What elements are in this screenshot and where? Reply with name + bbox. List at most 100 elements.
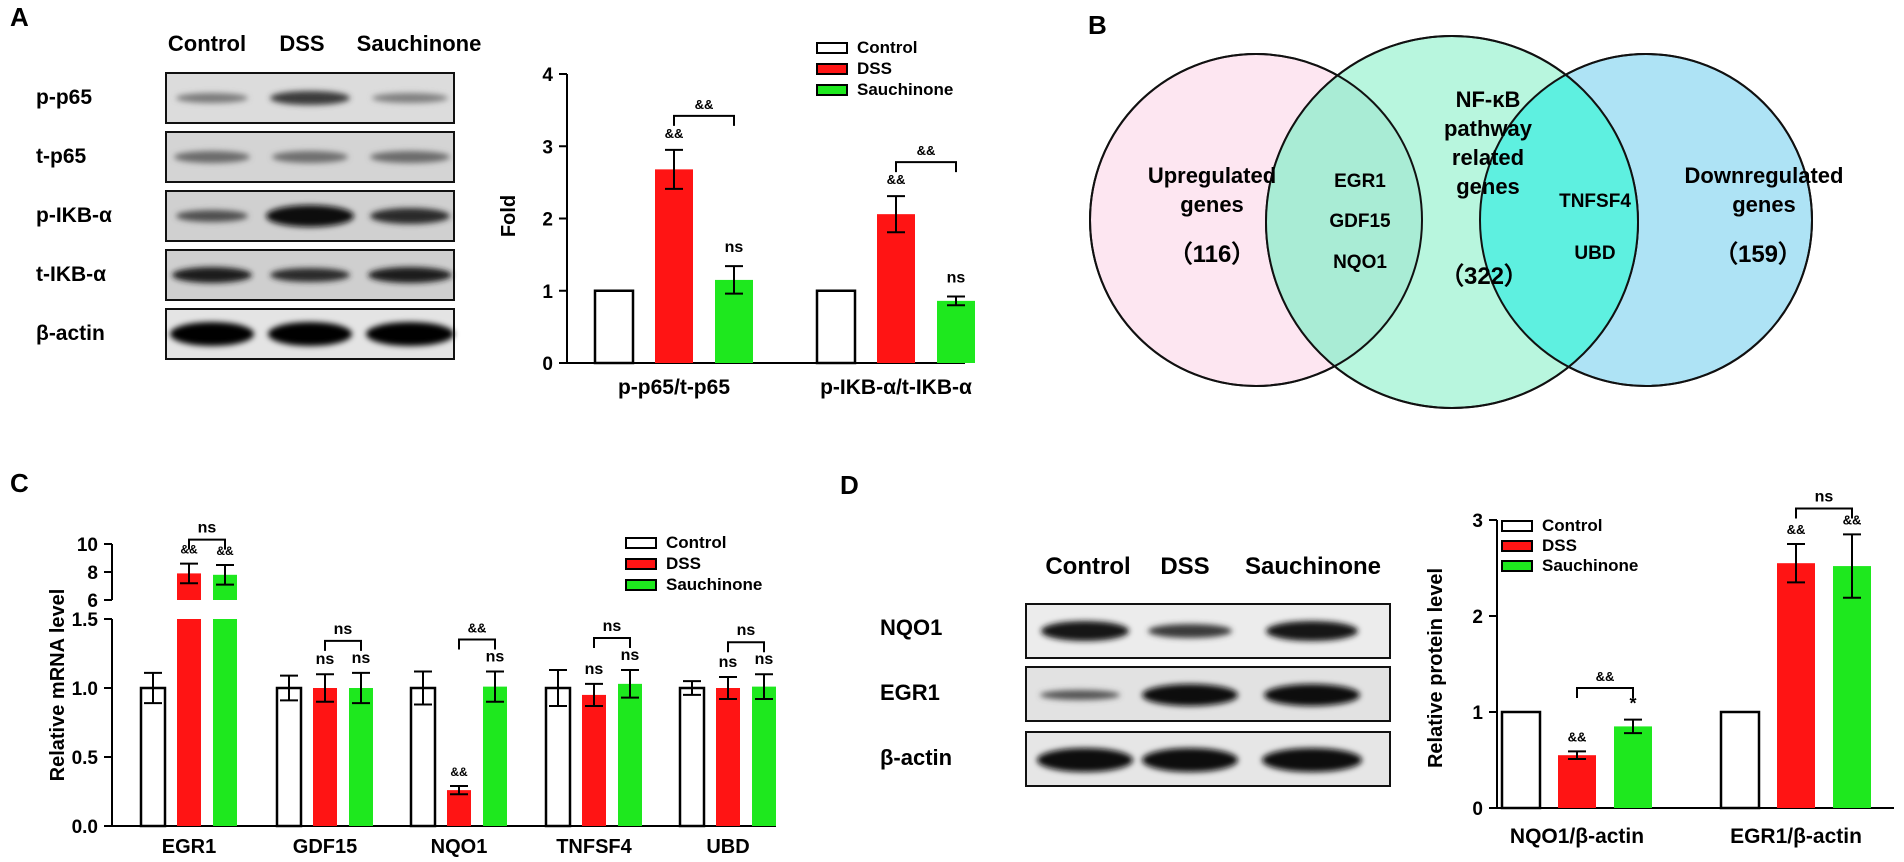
blot-row-label: EGR1	[880, 680, 940, 705]
venn-nfkb-label: related	[1452, 145, 1524, 170]
blot-band	[1266, 621, 1358, 641]
sig-label: &&	[216, 544, 234, 558]
bar-control	[593, 289, 635, 365]
x-tick-label: UBD	[706, 836, 749, 858]
blot-band	[1264, 684, 1360, 706]
sig-bracket-label: &&	[1596, 669, 1615, 684]
sig-bracket	[1576, 687, 1634, 698]
sig-label: ns	[585, 661, 604, 678]
chart-a-ylabel: Fold	[498, 195, 520, 237]
chart-d-axes: 0 1 2 3 NQO1/β-actin EGR1/β-actin	[1472, 511, 1894, 848]
y-tick-label: 0.0	[72, 817, 98, 838]
venn-diagram: Upregulated genes （116） NF-κB pathway re…	[1089, 35, 1844, 409]
blot-row-label: β-actin	[880, 745, 952, 770]
venn-overlap-left	[1266, 54, 1422, 386]
chart-c: Relative mRNA level 0.0 0.5 1.0 1.56 8 10 EGR1…	[47, 520, 776, 858]
sig-bracket	[1795, 507, 1853, 519]
bar-control	[815, 289, 857, 365]
bar-sauchinone	[752, 686, 776, 826]
y-tick-label: 1.0	[72, 679, 98, 700]
legend-swatch-control	[816, 42, 848, 54]
bar-control	[1719, 710, 1761, 810]
panel-label-c: C	[10, 468, 29, 498]
sig-label: &&	[665, 126, 684, 141]
sig-bracket-label: ns	[603, 618, 622, 635]
bar-dss	[582, 694, 606, 826]
blot-band	[370, 208, 450, 224]
chart-d-ylabel: Relative protein level	[1425, 568, 1447, 768]
y-tick-label: 8	[87, 563, 98, 584]
y-tick-label: 1.5	[72, 610, 99, 631]
bar-control	[275, 686, 303, 828]
legend-swatch-control	[625, 537, 657, 549]
sig-label: ns	[719, 654, 738, 671]
bar-sauchinone	[1833, 566, 1871, 808]
blot-lane-sauchinone: Sauchinone	[1245, 553, 1381, 580]
blot-band	[172, 267, 252, 283]
blot-band	[1037, 748, 1133, 772]
venn-gene-label: UBD	[1574, 243, 1615, 264]
blot-row-label: NQO1	[880, 615, 942, 640]
bar-control	[1500, 710, 1542, 810]
bar-sauchinone	[618, 683, 642, 826]
bar-control	[409, 686, 437, 828]
blot-band	[268, 322, 352, 346]
venn-up-label: Upregulated	[1148, 163, 1276, 188]
sig-label: ns	[352, 650, 371, 667]
sig-bracket-label: ns	[1815, 488, 1834, 505]
chart-c-axes: 0.0 0.5 1.0 1.56 8 10 EGR1 GDF15 NQO1 TNFSF4 UBD	[72, 535, 776, 858]
sig-label: &&	[1787, 522, 1806, 537]
blot-lane-dss: DSS	[279, 31, 324, 56]
bar-control	[544, 686, 572, 828]
sig-label: &&	[1568, 729, 1587, 744]
sig-bracket	[188, 538, 226, 550]
blot-band	[372, 93, 448, 103]
y-tick-label: 1	[542, 282, 553, 303]
chart-c-legend: Control DSS Sauchinone	[625, 533, 762, 594]
blot-lane-control: Control	[168, 31, 246, 56]
venn-gene-label: EGR1	[1334, 171, 1386, 192]
blot-row-label: p-IKB-α	[36, 204, 112, 227]
y-tick-label: 0.5	[72, 748, 99, 769]
bar-sauchinone	[483, 686, 507, 826]
x-tick-label: NQO1	[431, 836, 488, 858]
x-tick-label: GDF15	[293, 836, 357, 858]
blot-band	[1142, 684, 1238, 706]
bar-dss	[1558, 755, 1596, 808]
blot-band	[272, 151, 348, 163]
bar-dss	[177, 619, 201, 826]
blot-lane-control: Control	[1045, 553, 1130, 580]
legend-swatch-sauchinone	[625, 579, 657, 591]
blot-band	[1142, 748, 1238, 772]
legend-label-dss: DSS	[1542, 536, 1577, 555]
legend-label-dss: DSS	[857, 59, 892, 78]
sig-label: &&	[450, 765, 468, 779]
sig-label: ns	[621, 647, 640, 664]
bar-dss	[655, 169, 693, 363]
blot-band	[1040, 690, 1120, 700]
x-tick-label: EGR1/β-actin	[1730, 825, 1862, 848]
venn-nfkb-label: pathway	[1444, 116, 1533, 141]
sig-bracket-label: ns	[198, 520, 217, 537]
blot-band	[170, 322, 254, 346]
bar-dss	[1777, 563, 1815, 808]
blot-band	[270, 268, 350, 282]
bar-control	[139, 686, 167, 828]
sig-bracket	[593, 637, 631, 649]
sig-bracket-label: ns	[334, 621, 353, 638]
blot-band	[270, 91, 350, 105]
sig-bracket	[727, 641, 765, 653]
venn-down-label: Downregulated	[1685, 163, 1844, 188]
blot-row-label: t-IKB-α	[36, 263, 106, 286]
bar-sauchinone	[349, 688, 373, 826]
venn-gene-label: GDF15	[1329, 211, 1391, 232]
x-tick-label: p-IKB-α/t-IKB-α	[820, 376, 972, 399]
panel-label-d: D	[840, 470, 859, 500]
panel-label-a: A	[10, 2, 29, 32]
legend-label-sauchinone: Sauchinone	[666, 575, 762, 594]
chart-c-ylabel: Relative mRNA level	[47, 589, 69, 782]
chart-a-marks: && ns && && ns &&	[593, 97, 975, 365]
blot-band	[1262, 748, 1362, 772]
